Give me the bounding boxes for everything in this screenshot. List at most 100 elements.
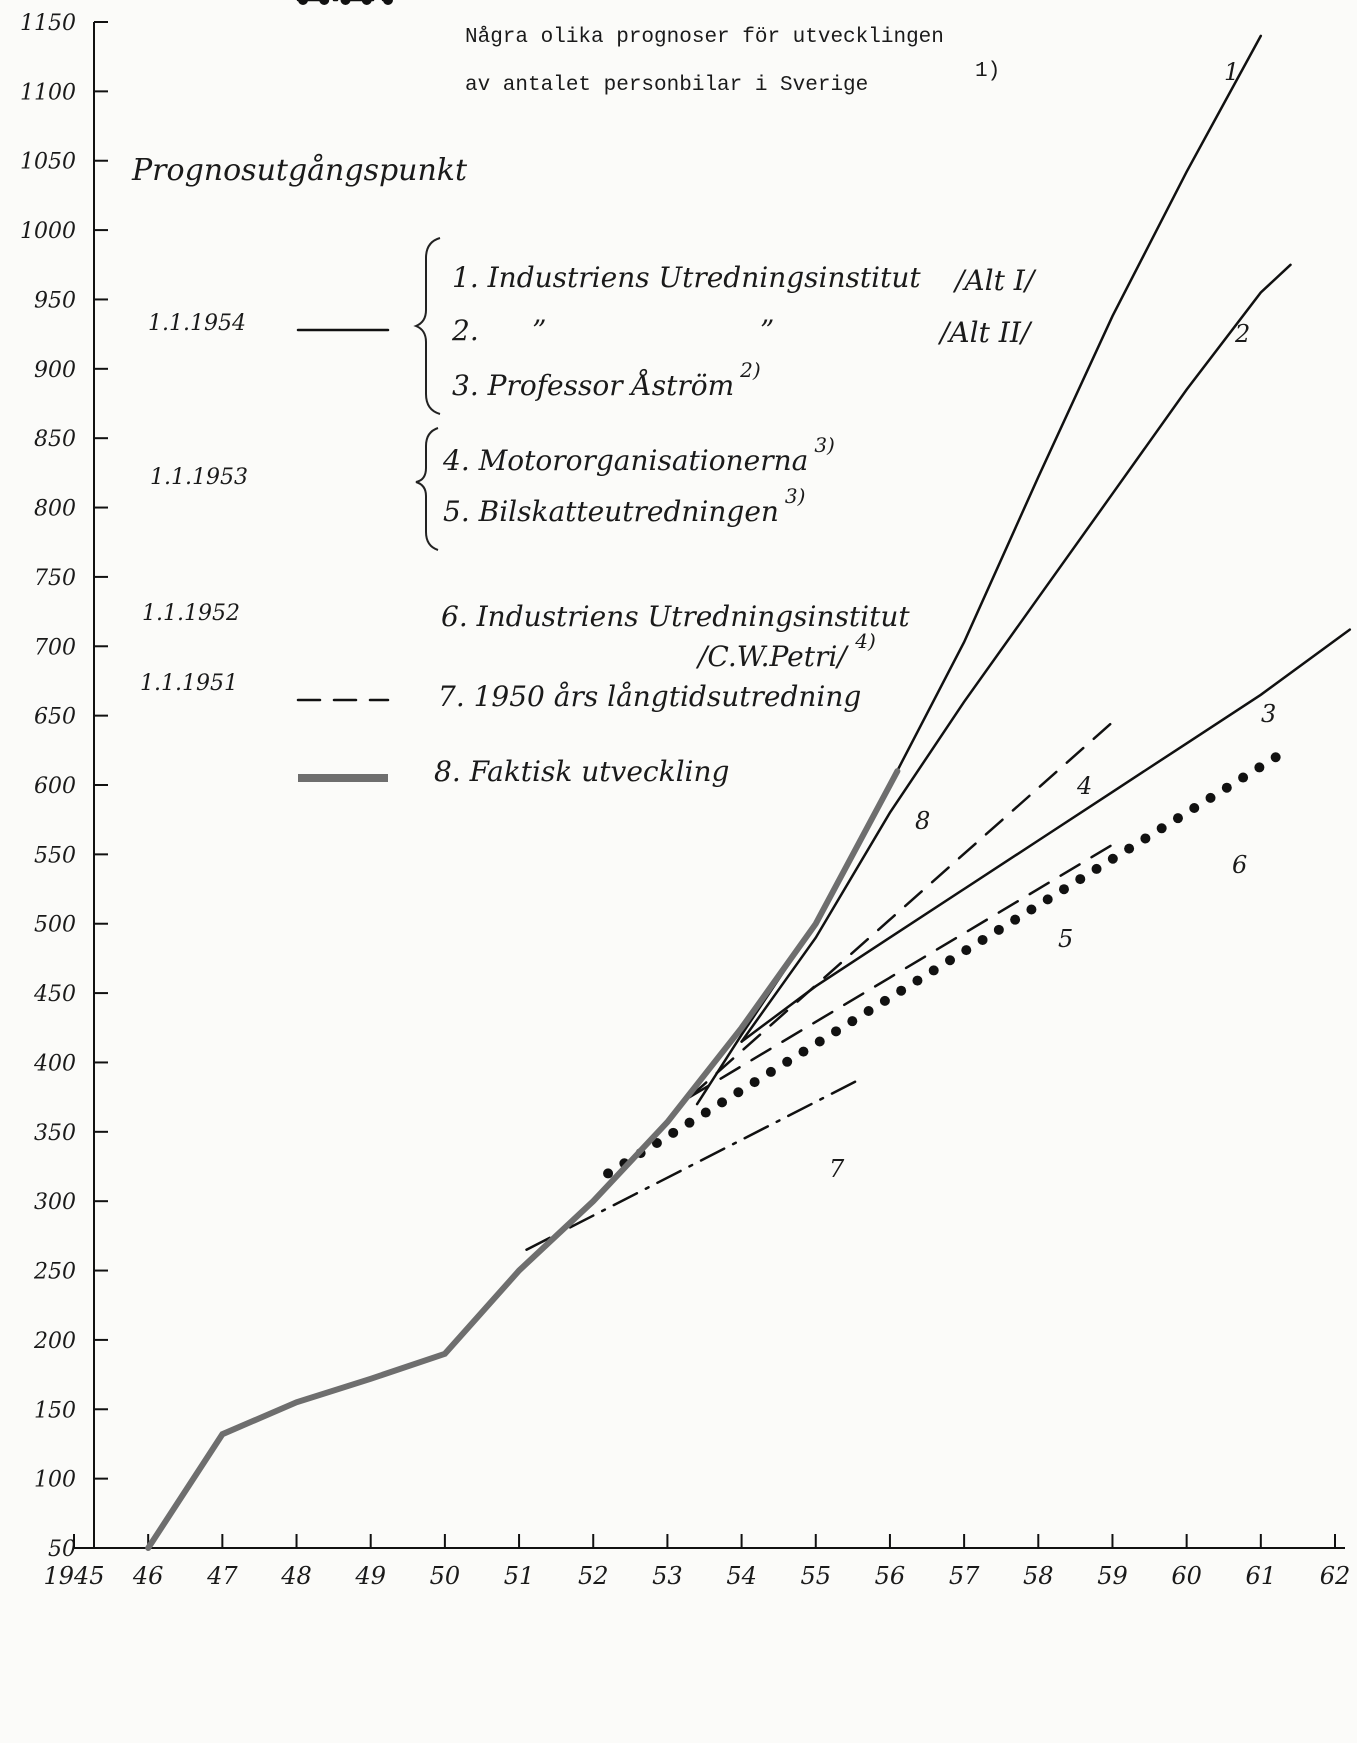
dot — [603, 1168, 614, 1179]
line-end-label: 2 — [1234, 320, 1250, 348]
y-tick-label: 850 — [34, 427, 76, 452]
dot — [961, 945, 972, 956]
x-tick-label: 46 — [132, 1562, 164, 1590]
legend-label: 8. Faktisk utveckling — [434, 755, 729, 788]
dot — [831, 1026, 842, 1037]
legend-label: 2. ” ” — [451, 314, 774, 347]
y-tick-label: 300 — [34, 1190, 76, 1215]
x-tick-label: 49 — [354, 1562, 386, 1590]
legend-alt: /C.W.Petri/ — [695, 640, 849, 673]
dot — [1270, 752, 1281, 763]
y-tick-label: 1100 — [20, 80, 76, 105]
y-tick-label: 700 — [34, 635, 76, 660]
brace — [415, 427, 439, 551]
dot — [1091, 863, 1102, 874]
x-tick-label: 62 — [1320, 1562, 1351, 1590]
y-tick-label: 650 — [34, 705, 76, 730]
y-tick-label: 150 — [34, 1398, 76, 1423]
legend-label: 6. Industriens Utredningsinstitut — [441, 600, 910, 633]
chart-title: Några olika prognoser för utvecklingen — [465, 26, 944, 49]
y-tick-label: 1150 — [20, 11, 76, 36]
series-dots — [603, 752, 1281, 1179]
x-tick-label: 47 — [206, 1562, 238, 1590]
legend-alt: /Alt I/ — [952, 264, 1037, 297]
dot — [651, 1137, 662, 1148]
legend-label: 3. Professor Åström — [452, 369, 734, 402]
dot — [945, 955, 956, 966]
legend-title: Prognosutgångspunkt — [131, 153, 468, 188]
x-tick-label: 56 — [875, 1562, 906, 1590]
dot — [896, 985, 907, 996]
dot — [1189, 803, 1200, 814]
legend-alt: /Alt II/ — [937, 316, 1033, 349]
line-end-label: 5 — [1058, 925, 1073, 953]
dot — [993, 924, 1004, 935]
x-tick-label: 53 — [652, 1562, 683, 1590]
dot — [1075, 874, 1086, 885]
x-tick-label: 52 — [578, 1562, 609, 1590]
x-tick-label: 1945 — [43, 1562, 104, 1590]
x-tick-label: 55 — [800, 1562, 831, 1590]
dot — [1254, 762, 1265, 773]
dot — [1205, 792, 1216, 803]
line-end-label: 3 — [1261, 700, 1276, 728]
series-line — [688, 843, 1114, 1099]
dot — [1026, 904, 1037, 915]
y-tick-label: 250 — [33, 1260, 76, 1285]
y-tick-label: 950 — [34, 288, 76, 313]
dot — [1042, 894, 1053, 905]
line-end-label: 7 — [829, 1155, 845, 1183]
line-end-label: 8 — [915, 807, 930, 835]
line-end-label: 1 — [1224, 58, 1239, 86]
y-tick-label: 350 — [34, 1121, 76, 1146]
legend-note: 4) — [854, 629, 876, 653]
y-tick-label: 500 — [34, 913, 76, 938]
series-line — [695, 34, 1263, 1106]
dot — [847, 1016, 858, 1027]
series-line — [145, 768, 901, 1551]
legend-label: 7. 1950 års långtidsutredning — [438, 680, 861, 713]
dot — [1140, 833, 1151, 844]
y-tick-label: 1000 — [20, 219, 76, 244]
dot — [912, 975, 923, 986]
dot — [1221, 782, 1232, 793]
legend-start: 1.1.1951 — [140, 671, 238, 696]
title-note: 1) — [975, 60, 1000, 83]
x-tick-label: 57 — [949, 1562, 980, 1590]
x-tick-label: 51 — [504, 1562, 535, 1590]
dot — [1172, 813, 1183, 824]
y-tick-label: 450 — [33, 982, 76, 1007]
dot — [879, 995, 890, 1006]
dot — [798, 1046, 809, 1057]
y-tick-label: 50 — [48, 1537, 76, 1562]
dot — [863, 1006, 874, 1017]
dot — [814, 1036, 825, 1047]
y-tick-label: 1050 — [20, 150, 76, 175]
brace — [413, 237, 441, 415]
series-line — [740, 263, 1292, 1043]
x-tick-label: 50 — [430, 1562, 461, 1590]
series-line — [740, 628, 1352, 1043]
y-tick-label: 600 — [34, 774, 76, 799]
dot — [1058, 884, 1069, 895]
line-end-label: 4 — [1076, 772, 1092, 800]
line-end-label: 6 — [1232, 851, 1247, 879]
dot — [668, 1127, 679, 1138]
dot — [765, 1066, 776, 1077]
dot — [977, 934, 988, 945]
y-tick-label: 550 — [34, 843, 76, 868]
dot — [749, 1077, 760, 1088]
legend-start: 1.1.1954 — [148, 311, 246, 336]
chart-title: av antalet personbilar i Sverige — [465, 74, 868, 97]
y-tick-label: 750 — [34, 566, 76, 591]
dot — [1156, 823, 1167, 834]
dot — [717, 1097, 728, 1108]
legend-label: 5. Bilskatteutredningen — [443, 495, 779, 528]
dot — [733, 1087, 744, 1098]
y-tick-label: 900 — [34, 358, 76, 383]
legend-label: 1. Industriens Utredningsinstitut — [452, 261, 921, 294]
legend-start: 1.1.1953 — [150, 465, 248, 490]
dot — [1124, 843, 1135, 854]
